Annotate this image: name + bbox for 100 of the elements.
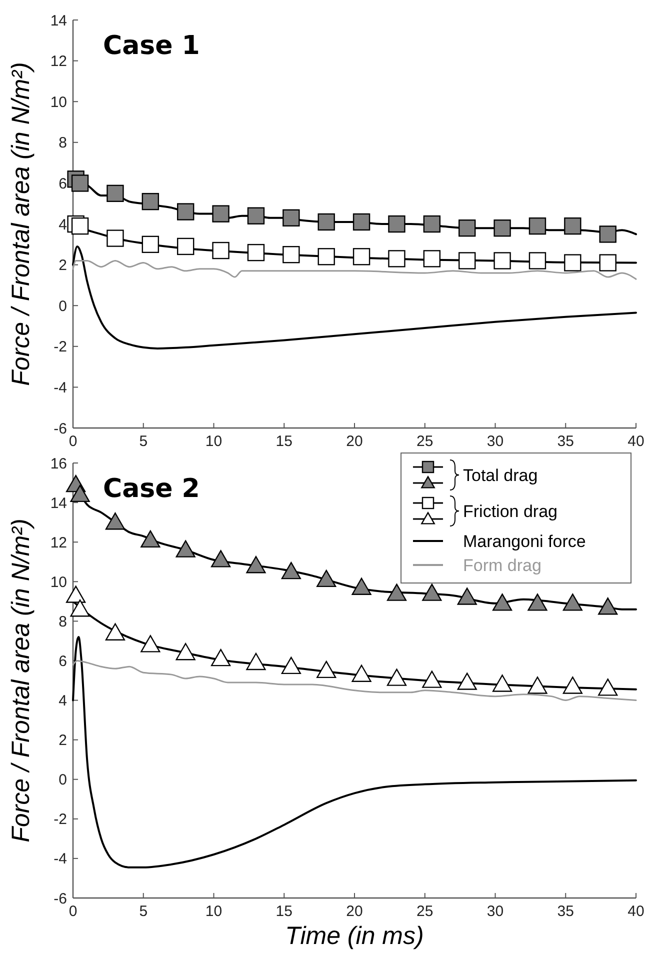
point: [70, 484, 90, 502]
text: Case 1: [103, 31, 200, 61]
point: [140, 635, 160, 652]
point: [492, 594, 512, 611]
x-tick-label: 5: [139, 903, 148, 920]
y-tick-label: 6: [58, 175, 67, 192]
point: [177, 203, 194, 220]
y-tick-label: 8: [58, 613, 67, 630]
point: [388, 250, 406, 268]
point: [386, 584, 407, 601]
y-tick-label: 2: [58, 257, 67, 274]
point: [423, 215, 441, 233]
point: [176, 540, 196, 558]
x-tick-label: 20: [346, 433, 363, 450]
point: [492, 674, 512, 692]
point: [457, 672, 477, 690]
y-tick-label: -6: [54, 420, 67, 438]
point: [316, 570, 336, 588]
y-tick-label: 8: [58, 134, 67, 152]
point: [494, 219, 511, 237]
point: [212, 242, 230, 260]
point: [106, 184, 124, 202]
y-tick-label: 12: [50, 534, 67, 552]
y-tick-label: 4: [58, 692, 67, 710]
point: [105, 623, 126, 640]
legend-label: Marangoni force: [463, 532, 586, 551]
point: [212, 205, 230, 222]
point: [71, 217, 89, 235]
point: [562, 676, 582, 694]
point: [106, 230, 124, 247]
y-tick-label: 4: [58, 216, 67, 234]
point: [422, 670, 442, 688]
point: [210, 550, 231, 568]
legend-label: Form drag: [463, 556, 542, 575]
x-tick-label: 40: [628, 433, 644, 450]
point: [422, 584, 442, 601]
point: [528, 252, 546, 270]
x-tick-label: 5: [139, 433, 148, 450]
x-tick-label: 15: [276, 433, 292, 450]
y-tick-label: 12: [50, 53, 67, 70]
point: [423, 250, 441, 268]
y-tick-label: 0: [58, 772, 67, 789]
point: [562, 594, 582, 611]
x-axis-title: Time (in ms): [285, 922, 424, 950]
line-series: [72, 660, 637, 702]
point: [246, 556, 266, 574]
x-tick-label: 20: [346, 903, 363, 920]
y-tick-label: -4: [54, 379, 67, 396]
point: [318, 248, 335, 266]
x-tick-label: 25: [416, 433, 434, 450]
point: [352, 578, 372, 595]
line-series: [72, 245, 637, 350]
point: [318, 213, 335, 231]
point: [246, 652, 266, 670]
x-tick-label: 35: [557, 433, 574, 450]
point: [388, 215, 406, 233]
y-tick-label: 14: [50, 12, 67, 30]
y-tick-label: 10: [50, 574, 67, 591]
y-tick-label: -6: [54, 890, 67, 908]
y-tick-label: 10: [50, 94, 67, 111]
line-series: [72, 636, 637, 868]
point: [564, 217, 582, 235]
point: [247, 244, 265, 262]
point: [599, 254, 616, 272]
y-tick-label: 6: [58, 652, 67, 670]
x-tick-label: 30: [486, 903, 504, 920]
point: [281, 656, 301, 674]
point: [281, 562, 301, 580]
point: [142, 192, 160, 210]
point: [494, 252, 511, 270]
y-tick-label: 14: [50, 494, 67, 512]
point: [528, 676, 548, 694]
point: [457, 588, 477, 605]
point: [352, 248, 370, 266]
point: [210, 648, 231, 666]
point: [599, 226, 616, 243]
x-tick-label: 10: [205, 903, 222, 920]
point: [177, 238, 194, 256]
point: [70, 600, 90, 617]
point: [458, 219, 476, 237]
point: [386, 668, 407, 686]
y-tick-label: -2: [54, 338, 67, 356]
point: [247, 207, 265, 224]
point: [528, 594, 548, 611]
point: [316, 660, 336, 678]
point: [528, 217, 546, 235]
point: [142, 236, 160, 253]
x-tick-label: 15: [276, 903, 292, 920]
y-tick-label: 2: [58, 732, 67, 750]
point: [352, 664, 372, 682]
x-tick-label: 30: [486, 433, 504, 450]
point: [598, 678, 618, 696]
y-axis-title: Force / Frontal area (in N/m²): [7, 518, 35, 842]
point: [140, 530, 160, 548]
y-axis-title: Force / Frontal area (in N/m²): [7, 62, 35, 386]
text: Case 2: [103, 474, 200, 504]
x-tick-label: 25: [416, 903, 434, 920]
y-tick-label: 0: [58, 298, 67, 315]
point: [352, 213, 370, 231]
y-tick-label: -2: [54, 811, 67, 828]
